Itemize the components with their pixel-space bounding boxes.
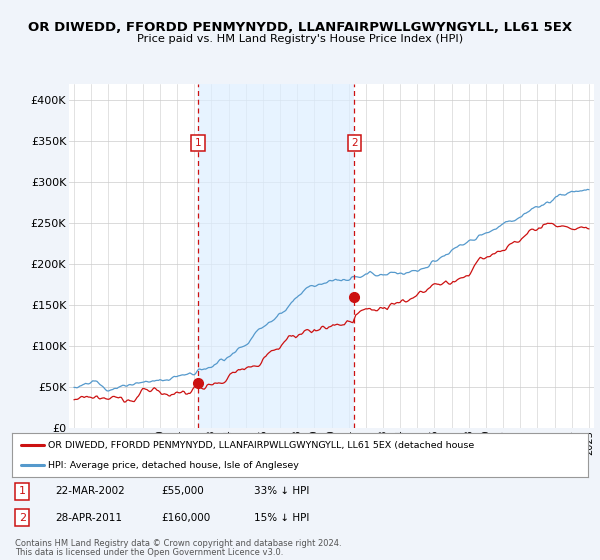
Text: 1: 1 <box>19 486 26 496</box>
Text: 22-MAR-2002: 22-MAR-2002 <box>55 486 125 496</box>
Text: Price paid vs. HM Land Registry's House Price Index (HPI): Price paid vs. HM Land Registry's House … <box>137 34 463 44</box>
Text: 28-APR-2011: 28-APR-2011 <box>55 513 122 523</box>
Text: £160,000: £160,000 <box>162 513 211 523</box>
Text: Contains HM Land Registry data © Crown copyright and database right 2024.: Contains HM Land Registry data © Crown c… <box>15 539 341 548</box>
Text: OR DIWEDD, FFORDD PENMYNYDD, LLANFAIRPWLLGWYNGYLL, LL61 5EX (detached house: OR DIWEDD, FFORDD PENMYNYDD, LLANFAIRPWL… <box>48 441 475 450</box>
Text: 2: 2 <box>19 513 26 523</box>
Text: 1: 1 <box>195 138 202 148</box>
Text: OR DIWEDD, FFORDD PENMYNYDD, LLANFAIRPWLLGWYNGYLL, LL61 5EX: OR DIWEDD, FFORDD PENMYNYDD, LLANFAIRPWL… <box>28 21 572 34</box>
Text: 2: 2 <box>351 138 358 148</box>
Text: This data is licensed under the Open Government Licence v3.0.: This data is licensed under the Open Gov… <box>15 548 283 557</box>
Text: £55,000: £55,000 <box>162 486 205 496</box>
Text: HPI: Average price, detached house, Isle of Anglesey: HPI: Average price, detached house, Isle… <box>48 461 299 470</box>
Bar <box>198 84 354 428</box>
Text: 33% ↓ HPI: 33% ↓ HPI <box>254 486 309 496</box>
Text: 15% ↓ HPI: 15% ↓ HPI <box>254 513 309 523</box>
